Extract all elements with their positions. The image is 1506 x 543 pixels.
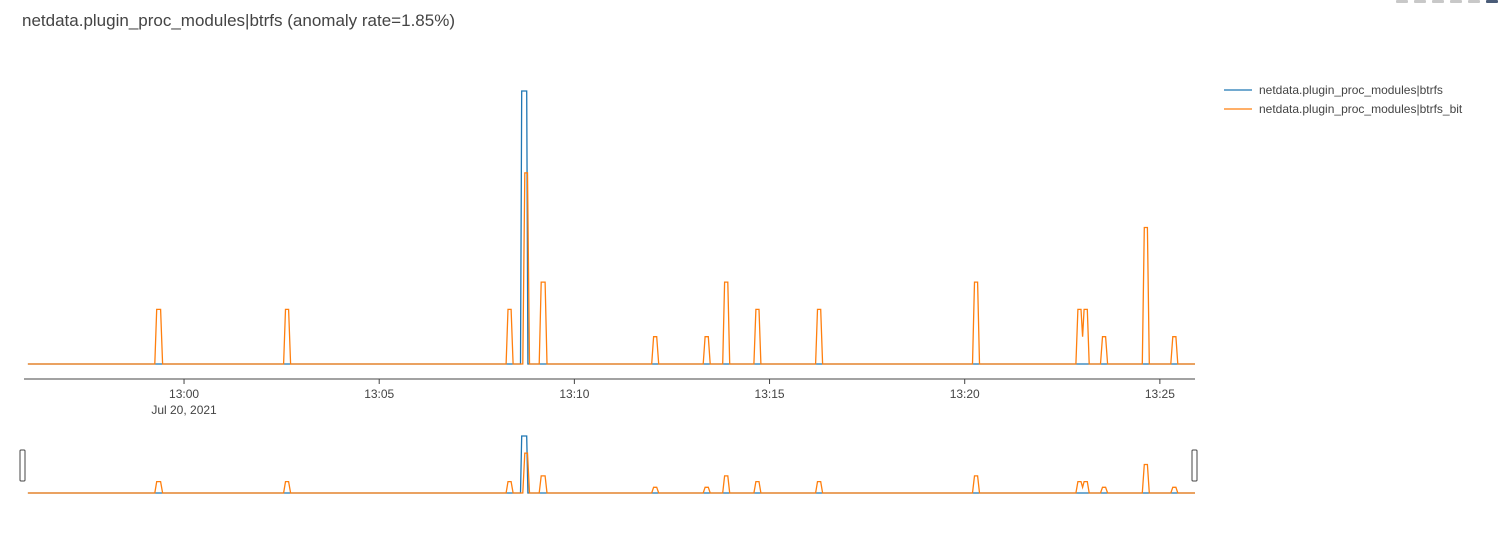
- main-series-line-2: [27, 172, 1195, 365]
- x-tick-label: 13:05: [364, 387, 394, 401]
- main-series-line-1: [27, 90, 1195, 365]
- pan-icon[interactable]: [1414, 0, 1426, 3]
- x-axis: 13:00 Jul 20, 2021 13:05 13:10 13:15 13:20 13:…: [151, 379, 1175, 417]
- autoscale-icon[interactable]: [1468, 0, 1480, 3]
- x-tick-label: 13:10: [559, 387, 589, 401]
- legend: netdata.plugin_proc_modules|btrfsnetdata…: [1224, 83, 1463, 116]
- legend-label: netdata.plugin_proc_modules|btrfs: [1259, 83, 1443, 97]
- range-slider-plot[interactable]: [27, 435, 1195, 494]
- chart-title: netdata.plugin_proc_modules|btrfs (anoma…: [22, 11, 455, 30]
- x-tick-date-label: Jul 20, 2021: [151, 403, 217, 417]
- range-slider-left-handle[interactable]: [19, 449, 26, 482]
- x-tick-label: 13:20: [950, 387, 980, 401]
- range-series-line-2: [27, 452, 1195, 494]
- x-tick-label: 13:15: [755, 387, 785, 401]
- zoom-icon[interactable]: [1396, 0, 1408, 3]
- range-series-line-1: [27, 435, 1195, 494]
- legend-item-1[interactable]: netdata.plugin_proc_modules|btrfs: [1224, 83, 1443, 97]
- zoom-in-icon[interactable]: [1432, 0, 1444, 3]
- x-tick-label: 13:00: [169, 387, 199, 401]
- chart-modebar[interactable]: [1396, 0, 1498, 6]
- zoom-out-icon[interactable]: [1450, 0, 1462, 3]
- x-tick-label: 13:25: [1145, 387, 1175, 401]
- legend-label: netdata.plugin_proc_modules|btrfs_bit: [1259, 102, 1463, 116]
- main-plot-area[interactable]: [27, 90, 1195, 365]
- range-slider-right-handle[interactable]: [1191, 449, 1198, 482]
- legend-item-2[interactable]: netdata.plugin_proc_modules|btrfs_bit: [1224, 102, 1463, 116]
- plotly-logo-icon[interactable]: [1486, 0, 1498, 3]
